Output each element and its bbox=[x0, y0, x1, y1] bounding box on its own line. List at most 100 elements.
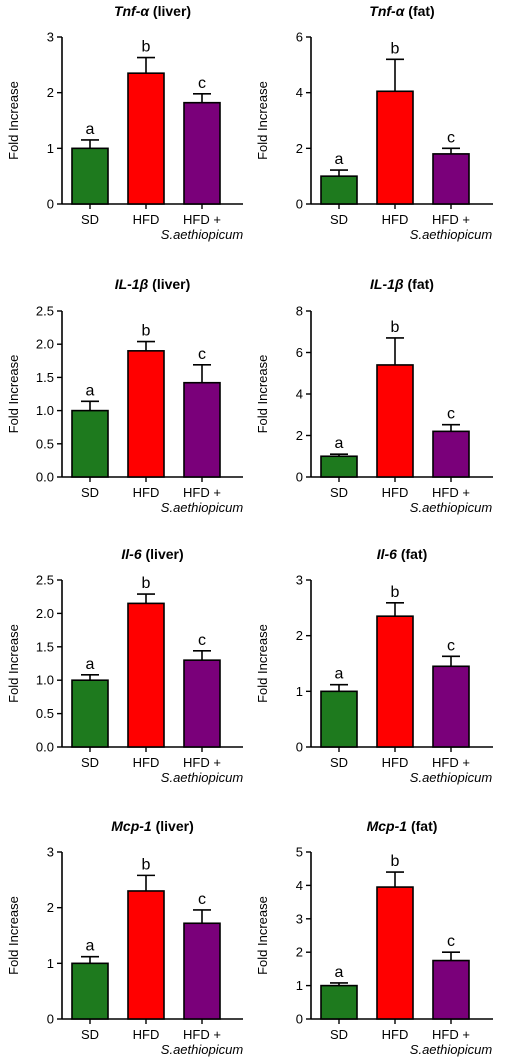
y-tick-label: 2.0 bbox=[36, 337, 54, 352]
y-tick-label: 1 bbox=[296, 684, 303, 699]
x-tick-label: HFD + bbox=[432, 212, 470, 227]
y-tick-label: 0 bbox=[296, 470, 303, 485]
bar bbox=[127, 350, 165, 478]
x-tick-label: SD bbox=[81, 212, 99, 227]
y-tick-label: 4 bbox=[296, 878, 303, 893]
significance-label: c bbox=[447, 637, 455, 654]
x-tick-label: HFD + bbox=[432, 485, 470, 500]
y-tick-label: 1 bbox=[47, 141, 54, 156]
y-tick-label: 1 bbox=[296, 978, 303, 993]
chart-title-gene: Il-6 bbox=[377, 546, 397, 562]
y-tick-label: 2.0 bbox=[36, 606, 54, 621]
bar bbox=[71, 409, 109, 478]
bar bbox=[376, 886, 414, 1020]
y-tick-label: 1.0 bbox=[36, 673, 54, 688]
x-tick-sublabel: S.aethiopicum bbox=[161, 227, 244, 242]
chart-title: Mcp-1 (liver) bbox=[111, 818, 193, 834]
y-tick-label: 3 bbox=[47, 845, 54, 860]
bar bbox=[432, 153, 470, 205]
y-tick-label: 3 bbox=[47, 30, 54, 45]
bar bbox=[127, 72, 165, 205]
y-tick-label: 2 bbox=[296, 428, 303, 443]
x-tick-label: HFD bbox=[133, 755, 160, 770]
y-axis-label: Fold Increase bbox=[255, 896, 270, 975]
y-tick-label: 8 bbox=[296, 304, 303, 319]
y-tick-label: 1.0 bbox=[36, 403, 54, 418]
bar bbox=[127, 890, 165, 1020]
x-tick-label: HFD + bbox=[183, 485, 221, 500]
y-axis-label: Fold Increase bbox=[255, 81, 270, 160]
x-tick-label: HFD bbox=[133, 212, 160, 227]
y-tick-label: 2 bbox=[47, 900, 54, 915]
bar bbox=[376, 90, 414, 205]
bar bbox=[183, 922, 221, 1020]
bar bbox=[183, 101, 221, 205]
x-tick-label: HFD + bbox=[432, 1027, 470, 1042]
x-tick-label: HFD bbox=[133, 1027, 160, 1042]
y-axis-label: Fold Increase bbox=[6, 355, 21, 434]
y-tick-label: 0 bbox=[296, 740, 303, 755]
y-tick-label: 2 bbox=[296, 628, 303, 643]
chart-panel: Il-6 (liver) 0.0 0.5 1.0 1.5 2.0 2.5 Fold Incre… bbox=[6, 546, 243, 785]
bar bbox=[432, 665, 470, 748]
x-tick-sublabel: S.aethiopicum bbox=[161, 770, 244, 785]
significance-label: b bbox=[391, 319, 400, 336]
significance-label: a bbox=[86, 382, 95, 399]
chart-title-tissue: (liver) bbox=[152, 818, 194, 834]
x-tick-sublabel: S.aethiopicum bbox=[161, 500, 244, 515]
x-tick-label: HFD + bbox=[183, 212, 221, 227]
x-tick-label: HFD + bbox=[183, 1027, 221, 1042]
y-tick-label: 4 bbox=[296, 85, 303, 100]
chart-title-gene: IL-1β bbox=[115, 276, 149, 292]
x-tick-label: SD bbox=[330, 212, 348, 227]
chart-title-tissue: (fat) bbox=[404, 276, 434, 292]
y-tick-label: 0 bbox=[47, 197, 54, 212]
significance-label: a bbox=[86, 656, 95, 673]
chart-panel: Mcp-1 (liver) 0 1 2 3 Fold Increase a SD b HFD c HF… bbox=[6, 818, 243, 1057]
y-tick-label: 1.5 bbox=[36, 370, 54, 385]
chart-title-tissue: (liver) bbox=[148, 276, 190, 292]
y-axis-label: Fold Increase bbox=[6, 81, 21, 160]
y-axis-label: Fold Increase bbox=[6, 624, 21, 703]
y-tick-label: 0 bbox=[296, 1012, 303, 1027]
significance-label: c bbox=[447, 933, 455, 950]
y-tick-label: 6 bbox=[296, 30, 303, 45]
x-tick-sublabel: S.aethiopicum bbox=[410, 500, 493, 515]
chart-panel: Il-6 (fat) 0 1 2 3 Fold Increase a SD b HFD c HFD +… bbox=[255, 546, 493, 785]
bar bbox=[183, 381, 221, 478]
y-tick-label: 4 bbox=[296, 387, 303, 402]
chart-title-gene: Tnf-α bbox=[369, 3, 405, 19]
y-tick-label: 3 bbox=[296, 573, 303, 588]
y-tick-label: 1.5 bbox=[36, 639, 54, 654]
chart-title: Il-6 (fat) bbox=[377, 546, 428, 562]
chart-title-tissue: (fat) bbox=[407, 818, 437, 834]
significance-label: c bbox=[198, 75, 206, 92]
x-tick-label: HFD bbox=[133, 485, 160, 500]
chart-title-tissue: (liver) bbox=[142, 546, 184, 562]
chart-panel: Mcp-1 (fat) 0 1 2 3 4 5 Fold Increase a SD b HFD c HF… bbox=[255, 818, 493, 1057]
significance-label: b bbox=[142, 856, 151, 873]
y-axis-label: Fold Increase bbox=[255, 355, 270, 434]
bar bbox=[320, 455, 358, 478]
x-tick-label: SD bbox=[330, 755, 348, 770]
significance-label: c bbox=[447, 406, 455, 423]
significance-label: c bbox=[198, 891, 206, 908]
significance-label: b bbox=[142, 323, 151, 340]
bar bbox=[71, 679, 109, 748]
y-axis-label: Fold Increase bbox=[6, 896, 21, 975]
x-tick-label: SD bbox=[330, 485, 348, 500]
significance-label: a bbox=[86, 938, 95, 955]
x-tick-label: HFD bbox=[382, 1027, 409, 1042]
y-axis-label: Fold Increase bbox=[255, 624, 270, 703]
y-tick-label: 6 bbox=[296, 345, 303, 360]
bar bbox=[183, 659, 221, 748]
significance-label: b bbox=[142, 39, 151, 56]
y-tick-label: 3 bbox=[296, 911, 303, 926]
bar bbox=[320, 690, 358, 748]
y-tick-label: 2.5 bbox=[36, 304, 54, 319]
x-tick-label: HFD bbox=[382, 212, 409, 227]
significance-label: c bbox=[198, 632, 206, 649]
bar bbox=[432, 959, 470, 1020]
x-tick-sublabel: S.aethiopicum bbox=[410, 1042, 493, 1057]
y-tick-label: 0.0 bbox=[36, 470, 54, 485]
